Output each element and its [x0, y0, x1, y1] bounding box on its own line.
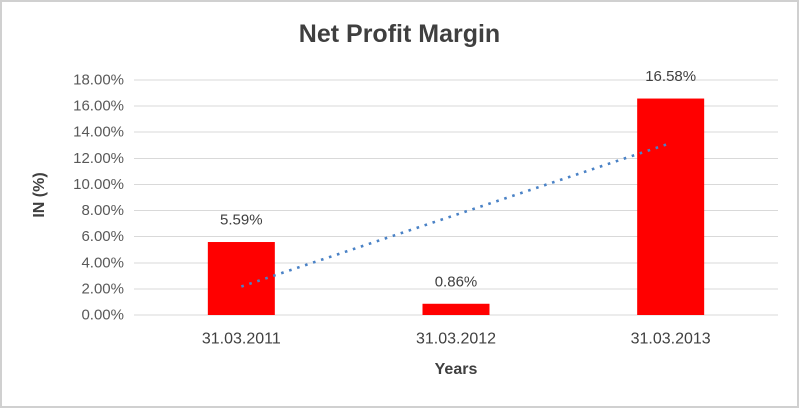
- y-tick-label: 10.00%: [73, 176, 124, 193]
- y-tick-label: 8.00%: [81, 202, 124, 219]
- y-tick-label: 14.00%: [73, 124, 124, 141]
- chart-title: Net Profit Margin: [298, 20, 501, 48]
- x-category-label: 31.03.2012: [416, 331, 496, 348]
- y-tick-label: 18.00%: [73, 72, 124, 89]
- trendline: [240, 141, 672, 288]
- y-tick-label: 16.00%: [73, 98, 124, 115]
- x-axis-title: Years: [434, 361, 478, 378]
- y-tick-label: 0.00%: [81, 307, 124, 324]
- y-tick-label: 12.00%: [73, 150, 124, 167]
- bar-data-label: 16.58%: [645, 68, 696, 85]
- bar-data-label: 5.59%: [220, 212, 263, 229]
- x-category-label: 31.03.2011: [202, 331, 281, 348]
- bar: [207, 242, 275, 315]
- y-tick-label: 4.00%: [81, 254, 124, 271]
- y-tick-label: 6.00%: [81, 228, 124, 245]
- bar: [637, 98, 705, 316]
- bar: [422, 303, 490, 315]
- bar-data-label: 0.86%: [435, 273, 478, 290]
- y-tick-label: 2.00%: [81, 280, 124, 297]
- x-category-label: 31.03.2013: [631, 331, 711, 348]
